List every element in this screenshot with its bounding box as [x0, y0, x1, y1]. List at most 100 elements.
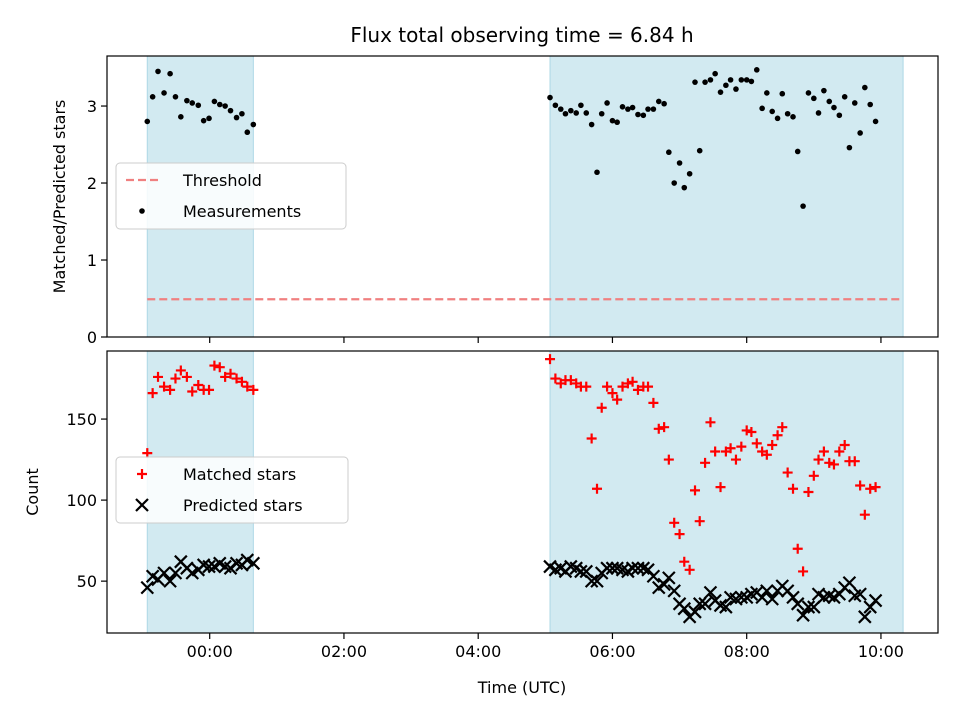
- data-point: [700, 457, 711, 468]
- legend-box: [115, 456, 349, 524]
- data-point: [655, 98, 662, 105]
- data-point: [622, 378, 633, 389]
- series-matched-stars: [142, 354, 881, 577]
- data-point: [692, 79, 698, 85]
- x-tick-label: 02:00: [321, 642, 367, 661]
- data-point: [796, 608, 810, 622]
- data-point: [769, 108, 776, 115]
- data-point: [650, 106, 657, 112]
- legend-label: Matched stars: [183, 465, 296, 484]
- data-point: [159, 381, 170, 392]
- y-axis-label: Matched/Predicted stars: [50, 100, 69, 294]
- data-point: [824, 457, 835, 468]
- x-tick-label: 00:00: [187, 642, 233, 661]
- data-point: [712, 70, 718, 77]
- legend-marker: [137, 469, 147, 479]
- data-point: [662, 571, 676, 585]
- legend-label: Predicted stars: [183, 496, 303, 515]
- data-point: [690, 485, 701, 496]
- data-point: [813, 454, 824, 465]
- data-point: [836, 112, 843, 119]
- data-point: [686, 170, 693, 177]
- data-point: [872, 118, 879, 125]
- data-point: [666, 149, 672, 156]
- data-point: [187, 386, 198, 397]
- data-point: [614, 119, 620, 126]
- data-point: [604, 100, 610, 106]
- plot-frame: [106, 55, 939, 338]
- data-point: [227, 107, 234, 114]
- data-point: [681, 184, 688, 191]
- data-point: [733, 86, 739, 92]
- data-point: [163, 574, 177, 588]
- data-point: [831, 104, 837, 111]
- data-point: [144, 118, 151, 125]
- data-point: [165, 384, 176, 395]
- data-point: [719, 600, 733, 614]
- data-point: [646, 569, 661, 584]
- data-point: [800, 203, 806, 209]
- data-point: [849, 456, 860, 467]
- data-point: [811, 95, 817, 102]
- data-point: [710, 446, 721, 457]
- data-point: [178, 114, 184, 120]
- data-point: [579, 564, 594, 579]
- data-point: [645, 106, 651, 112]
- data-point: [161, 90, 167, 96]
- observing-window: [549, 55, 904, 338]
- data-point: [149, 94, 156, 100]
- data-point: [545, 354, 556, 365]
- data-point: [748, 78, 755, 85]
- data-point: [598, 110, 605, 117]
- y-tick-label: 3: [87, 97, 97, 116]
- data-point: [730, 454, 741, 465]
- data-point: [853, 587, 867, 601]
- data-point: [790, 597, 805, 611]
- data-point: [674, 529, 685, 540]
- data-point: [669, 517, 680, 528]
- data-point: [211, 98, 218, 105]
- data-point: [568, 107, 574, 114]
- data-point: [220, 371, 231, 382]
- data-point: [717, 89, 724, 95]
- legend-marker: [135, 498, 149, 512]
- data-point: [815, 110, 822, 116]
- data-point: [767, 440, 778, 450]
- data-point: [627, 376, 638, 387]
- data-point: [216, 101, 223, 108]
- data-point: [702, 79, 708, 85]
- data-point: [562, 110, 569, 117]
- data-point: [140, 580, 155, 595]
- data-point: [801, 600, 816, 614]
- data-point: [612, 394, 623, 405]
- data-point: [753, 67, 760, 73]
- data-point: [808, 470, 819, 481]
- data-point: [619, 104, 626, 110]
- data-point: [200, 117, 207, 124]
- y-tick-label: 50: [77, 572, 97, 591]
- series-measurements: [144, 67, 879, 209]
- data-point: [202, 559, 216, 574]
- data-point: [736, 441, 747, 452]
- data-point: [557, 106, 564, 112]
- data-point: [851, 100, 858, 106]
- x-tick-label: 08:00: [724, 642, 770, 661]
- data-point: [842, 575, 857, 590]
- data-point: [653, 423, 664, 434]
- y-tick-label: 1: [87, 251, 97, 270]
- data-point: [609, 117, 616, 124]
- data-point: [725, 443, 736, 454]
- data-point: [147, 388, 158, 399]
- data-point: [250, 121, 257, 128]
- x-axis-label: Time (UTC): [477, 678, 566, 697]
- data-point: [231, 373, 242, 384]
- data-point: [659, 422, 670, 433]
- data-point: [583, 110, 590, 116]
- data-point: [805, 90, 812, 96]
- data-point: [671, 180, 678, 186]
- data-point: [663, 454, 674, 465]
- data-point: [734, 590, 749, 605]
- data-point: [596, 402, 607, 413]
- data-point: [661, 100, 667, 107]
